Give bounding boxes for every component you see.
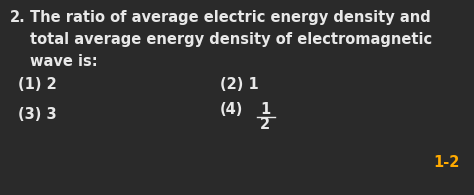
Text: 1: 1	[260, 102, 270, 117]
Text: (4): (4)	[220, 102, 243, 117]
Text: total average energy density of electromagnetic: total average energy density of electrom…	[30, 32, 432, 47]
Text: 1-2: 1-2	[434, 155, 460, 170]
Text: 2: 2	[260, 117, 270, 132]
Text: wave is:: wave is:	[30, 54, 98, 69]
Text: (2) 1: (2) 1	[220, 77, 259, 92]
Text: 2.: 2.	[10, 10, 26, 25]
Text: (3) 3: (3) 3	[18, 107, 56, 122]
Text: The ratio of average electric energy density and: The ratio of average electric energy den…	[30, 10, 431, 25]
Text: (1) 2: (1) 2	[18, 77, 57, 92]
